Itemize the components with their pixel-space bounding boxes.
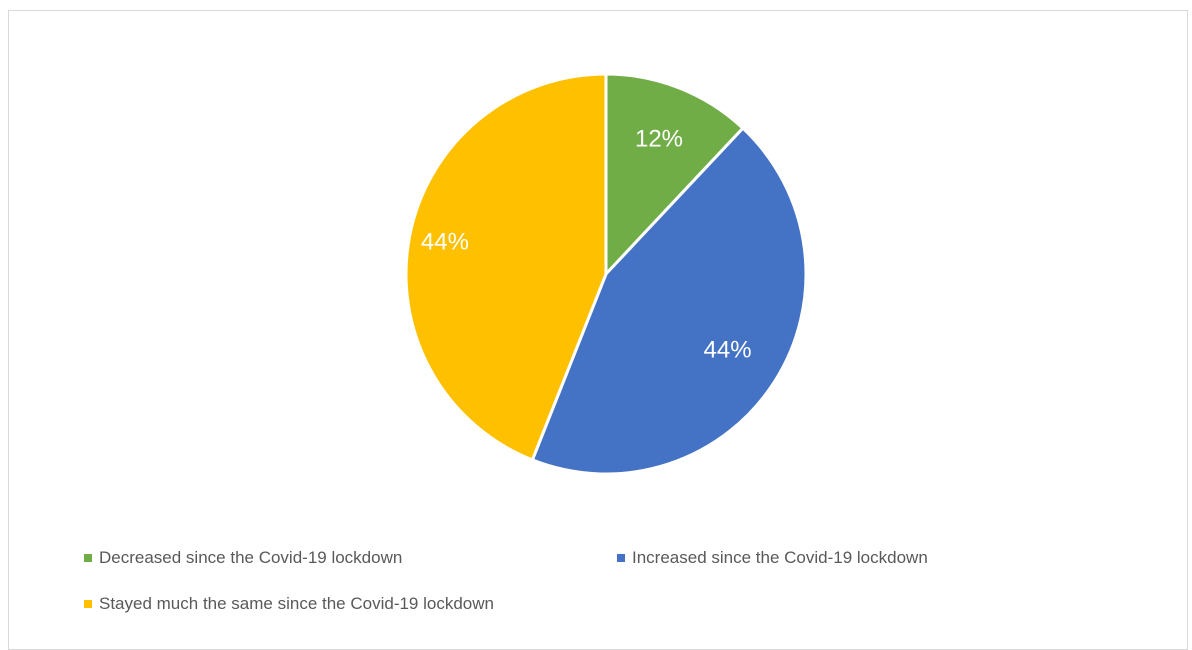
pie-slice-decreased	[604, 72, 746, 278]
data-label-increased: 44%	[704, 337, 752, 364]
legend-label-stayed-same: Stayed much the same since the Covid-19 …	[99, 594, 494, 613]
data-label-decreased: 12%	[635, 125, 683, 152]
legend-label-decreased: Decreased since the Covid-19 lockdown	[99, 548, 403, 567]
legend-item-decreased: Decreased since the Covid-19 lockdown	[84, 548, 402, 568]
pie-slice-labels: 12% 44% 44%	[421, 125, 752, 363]
pie-slice-stayed-same	[404, 72, 608, 462]
legend-swatch-increased	[617, 554, 625, 562]
pie-chart: 12% 44% 44%	[404, 72, 808, 476]
legend-label-increased: Increased since the Covid-19 lockdown	[632, 548, 928, 567]
pie-slices	[404, 72, 808, 476]
data-label-stayed-same: 44%	[421, 229, 469, 256]
legend-item-stayed-same: Stayed much the same since the Covid-19 …	[84, 594, 494, 614]
legend-swatch-stayed-same	[84, 600, 92, 608]
legend-swatch-decreased	[84, 554, 92, 562]
legend-item-increased: Increased since the Covid-19 lockdown	[617, 548, 928, 568]
pie-slice-increased	[530, 126, 808, 476]
